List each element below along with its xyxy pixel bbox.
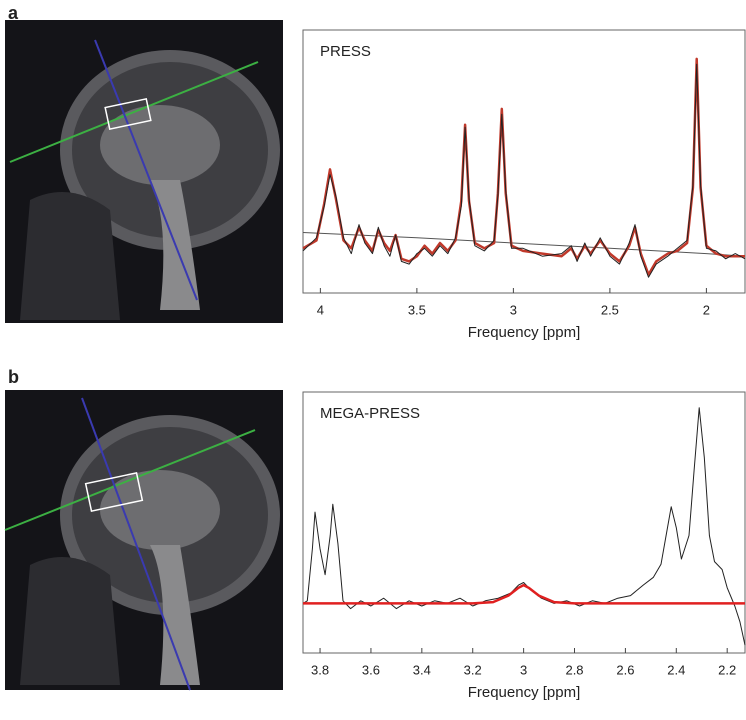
panel-label: a [8, 3, 19, 23]
x-tick-label: 2.4 [667, 662, 685, 677]
x-tick-label: 3 [510, 302, 517, 317]
x-tick-label: 3.8 [311, 662, 329, 677]
x-tick-label: 3.6 [362, 662, 380, 677]
x-tick-label: 3.4 [413, 662, 431, 677]
plot-frame [302, 391, 746, 654]
x-tick-label: 2.6 [616, 662, 634, 677]
spectrum-line [302, 232, 746, 257]
x-tick-label: 3.2 [464, 662, 482, 677]
x-axis-label: Frequency [ppm] [468, 684, 581, 701]
x-tick-label: 4 [317, 302, 324, 317]
spectrum-title: PRESS [320, 43, 371, 60]
x-tick-label: 2.5 [601, 302, 619, 317]
x-tick-label: 3.5 [408, 302, 426, 317]
x-tick-label: 2 [703, 302, 710, 317]
x-tick-label: 2.8 [565, 662, 583, 677]
mri-image [5, 20, 283, 323]
mri-image [4, 390, 283, 691]
panel-label: b [8, 367, 19, 387]
x-axis-label: Frequency [ppm] [468, 324, 581, 341]
x-tick-label: 2.2 [718, 662, 736, 677]
x-tick-label: 3 [520, 662, 527, 677]
spectrum-line [302, 63, 746, 278]
plot-frame [302, 29, 746, 294]
spectrum-title: MEGA-PRESS [320, 405, 420, 422]
spectrum-line [303, 583, 745, 605]
